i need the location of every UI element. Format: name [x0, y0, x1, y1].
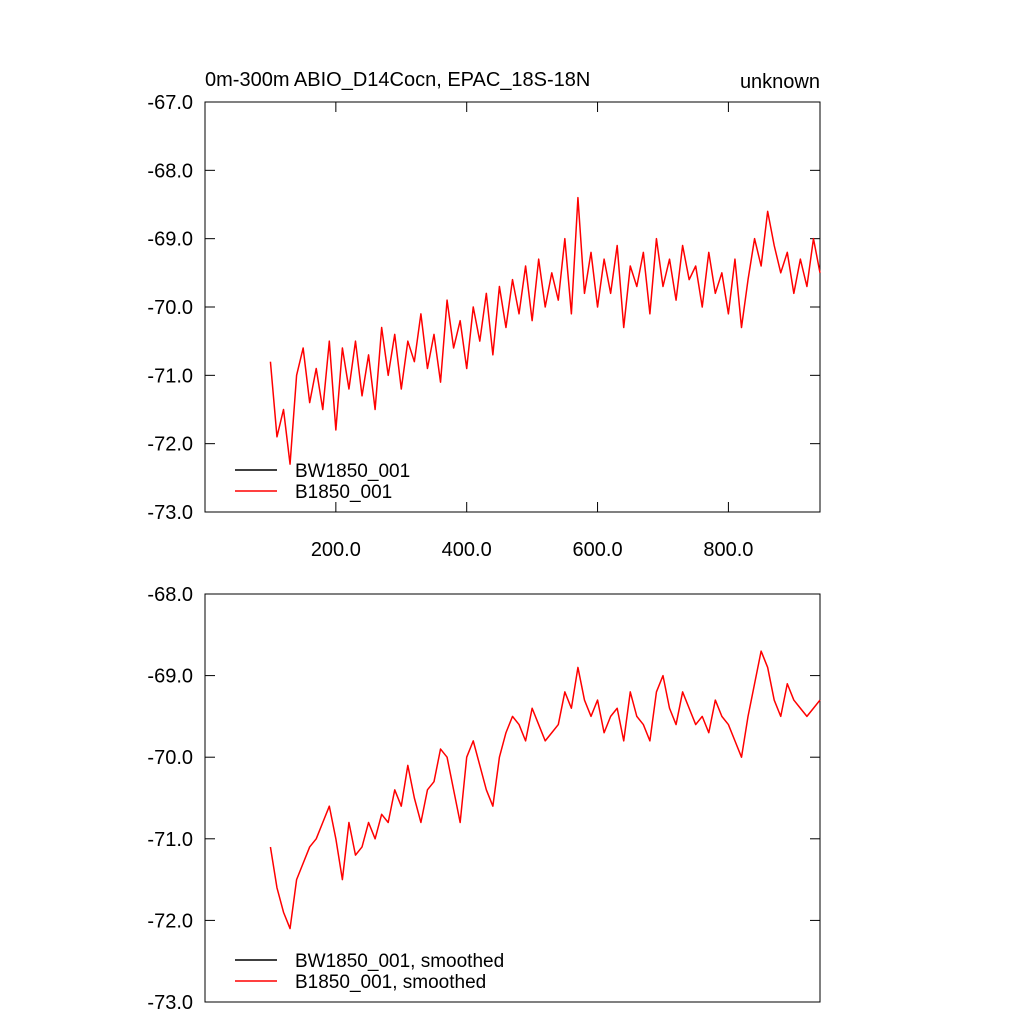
y-tick-label: -70.0: [147, 747, 193, 769]
legend-label: B1850_001, smoothed: [295, 972, 486, 993]
y-tick-label: -71.0: [147, 365, 193, 387]
y-tick-label: -68.0: [147, 160, 193, 182]
legend-label: BW1850_001, smoothed: [295, 951, 504, 972]
y-tick-label: -73.0: [147, 992, 193, 1014]
y-tick-label: -69.0: [147, 666, 193, 688]
y-tick-label: -69.0: [147, 229, 193, 251]
series-line: [269, 196, 821, 465]
y-tick-label: -68.0: [147, 584, 193, 606]
chart-subtitle: unknown: [740, 71, 820, 93]
y-tick-label: -71.0: [147, 829, 193, 851]
x-tick-label: 600.0: [573, 539, 623, 561]
x-tick-label: 400.0: [442, 539, 492, 561]
plot-frame: [204, 593, 821, 1003]
y-tick-label: -72.0: [147, 910, 193, 932]
y-tick-label: -72.0: [147, 434, 193, 456]
x-tick-label: 200.0: [311, 539, 361, 561]
y-tick-label: -67.0: [147, 92, 193, 114]
chart-title: 0m-300m ABIO_D14Cocn, EPAC_18S-18N: [205, 69, 590, 91]
y-tick-label: -73.0: [147, 502, 193, 524]
x-tick-label: 800.0: [703, 539, 753, 561]
legend-label: B1850_001: [295, 482, 392, 503]
series-line: [269, 650, 821, 930]
legend-label: BW1850_001: [295, 461, 410, 482]
y-tick-label: -70.0: [147, 297, 193, 319]
